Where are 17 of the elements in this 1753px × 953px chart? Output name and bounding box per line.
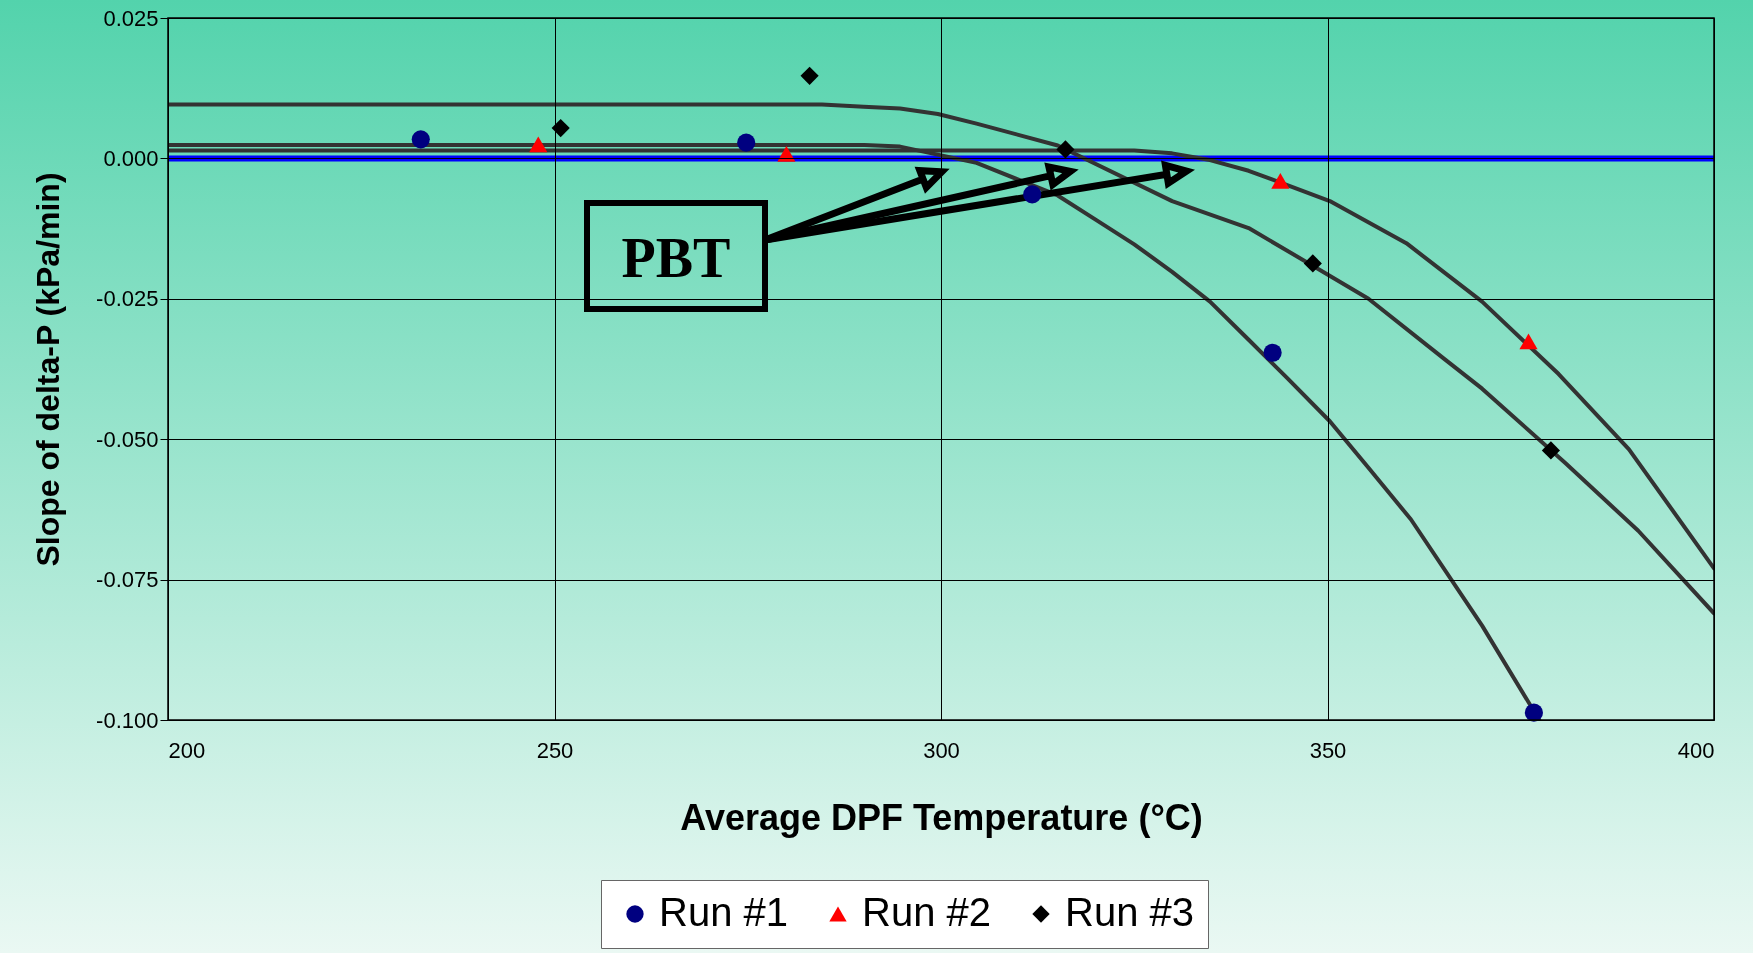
y-tick-label: -0.050 <box>96 426 159 452</box>
x-tick-label: 200 <box>168 737 206 763</box>
legend-label: Run #1 <box>659 890 788 934</box>
y-tick-label: 0.025 <box>103 5 159 31</box>
x-axis-title: Average DPF Temperature (°C) <box>680 796 1203 838</box>
y-tick-label: -0.075 <box>96 567 159 593</box>
legend-label: Run #2 <box>862 890 991 934</box>
x-tick-label: 400 <box>1677 737 1715 763</box>
x-tick-label: 300 <box>923 737 960 763</box>
y-axis-title: Slope of delta-P (kPa/min) <box>30 172 67 567</box>
y-tick-label: -0.100 <box>96 707 159 733</box>
legend-label: Run #3 <box>1065 890 1194 934</box>
y-tick-label: -0.025 <box>96 286 159 312</box>
x-tick-label: 350 <box>1309 737 1347 763</box>
x-tick-label: 250 <box>536 737 574 763</box>
annotation: PBT <box>621 227 731 289</box>
y-tick-label: 0.000 <box>103 145 159 171</box>
